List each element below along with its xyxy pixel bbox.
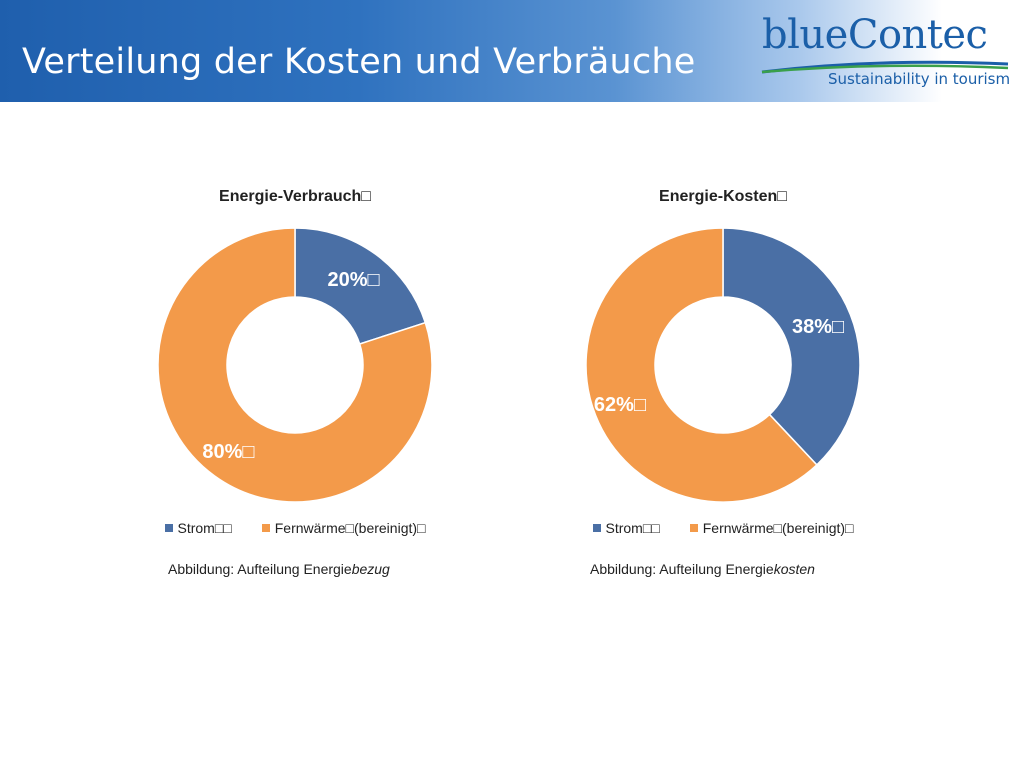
logo-tagline: Sustainability in tourism bbox=[828, 70, 1011, 88]
caption-italic: bezug bbox=[351, 561, 390, 577]
legend-item-strom: Strom□□ bbox=[592, 520, 660, 536]
data-label-strom: 20%□ bbox=[328, 269, 380, 291]
caption-text: Abbildung: Aufteilung Energie bbox=[168, 561, 352, 577]
slice-strom bbox=[722, 227, 861, 466]
slice-strom bbox=[294, 227, 427, 345]
donut-chart: 20%□ 80%□ bbox=[157, 227, 433, 503]
page-title: Verteilung der Kosten und Verbräuche bbox=[22, 42, 696, 82]
donut-chart: 38%□ 62%□ bbox=[585, 227, 861, 503]
legend-item-fernwaerme: Fernwärme□(bereinigt)□ bbox=[261, 520, 426, 536]
data-label-fernwaerme: 62%□ bbox=[594, 394, 646, 416]
legend-swatch-strom bbox=[164, 524, 173, 532]
chart-energie-kosten: Energie-Kosten□ 38%□ 62%□ Strom□□ Fernwär… bbox=[558, 180, 888, 600]
legend-label-fernwaerme: Fernwärme□(bereinigt)□ bbox=[702, 520, 854, 536]
legend-label-strom: Strom□□ bbox=[177, 520, 232, 536]
legend-item-fernwaerme: Fernwärme□(bereinigt)□ bbox=[689, 520, 854, 536]
legend-swatch-fernwaerme bbox=[261, 524, 270, 532]
logo-word-contec: Contec bbox=[847, 12, 988, 58]
logo-wordmark: blueContec bbox=[762, 12, 988, 58]
legend-item-strom: Strom□□ bbox=[164, 520, 232, 536]
bluecontec-logo: blueContec Sustainability in tourism bbox=[760, 12, 1010, 94]
figure-caption: Abbildung: Aufteilung Energiekosten bbox=[590, 561, 815, 577]
legend-label-fernwaerme: Fernwärme□(bereinigt)□ bbox=[274, 520, 426, 536]
slice-fernwaerme bbox=[157, 227, 433, 503]
caption-text: Abbildung: Aufteilung Energie bbox=[590, 561, 774, 577]
logo-swoosh-icon bbox=[761, 60, 1009, 74]
caption-italic: kosten bbox=[773, 561, 815, 577]
logo-word-blue: blue bbox=[762, 12, 848, 58]
chart-title: Energie-Kosten□ bbox=[659, 188, 787, 205]
legend-label-strom: Strom□□ bbox=[605, 520, 660, 536]
chart-legend: Strom□□ Fernwärme□(bereinigt)□ bbox=[558, 520, 888, 536]
chart-energie-verbrauch: Energie-Verbrauch□ 20%□ 80%□ Strom□□ Fern… bbox=[130, 180, 460, 600]
slice-fernwaerme bbox=[585, 227, 818, 503]
legend-swatch-strom bbox=[592, 524, 601, 532]
figure-caption: Abbildung: Aufteilung Energiebezug bbox=[168, 561, 390, 577]
legend-swatch-fernwaerme bbox=[689, 524, 698, 532]
header-banner bbox=[0, 0, 1024, 102]
data-label-fernwaerme: 80%□ bbox=[202, 441, 254, 463]
chart-legend: Strom□□ Fernwärme□(bereinigt)□ bbox=[130, 520, 460, 536]
chart-title: Energie-Verbrauch□ bbox=[219, 188, 371, 205]
data-label-strom: 38%□ bbox=[792, 316, 844, 338]
